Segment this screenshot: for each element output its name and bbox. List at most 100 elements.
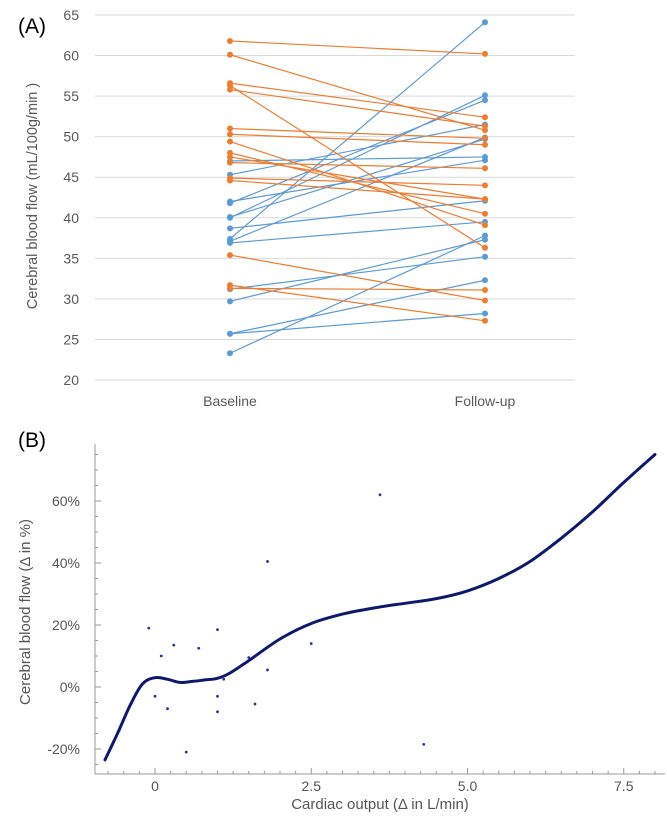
panel-b-fit-curve	[103, 453, 657, 762]
panel-a-followup-point	[482, 97, 488, 104]
panel-b-y-tick-label: 60%	[52, 493, 80, 509]
panel-b-scatter-point	[247, 656, 251, 659]
panel-a-baseline-point	[227, 298, 233, 305]
panel-b-scatter-point	[153, 694, 157, 698]
panel-a-series-line	[229, 256, 486, 290]
panel-a-series-line	[229, 82, 486, 118]
panel-b-x-tick-label: 2.5	[302, 778, 322, 794]
panel-b-scatter-point	[216, 710, 219, 714]
panel-b-x-tick-label: 0	[151, 778, 159, 794]
panel-b-y-axis-title: Cerebral blood flow (Δ in %)	[17, 519, 34, 705]
panel-a-series-line	[229, 162, 486, 169]
panel-b-y-ticks: -20% 0% 20% 40% 60%	[47, 454, 101, 765]
panel-a-y-tick-label: 30	[63, 291, 79, 307]
panel-b-scatter-point	[197, 646, 201, 650]
panel-a-followup-point	[482, 236, 488, 243]
panel-a-baseline-point	[227, 131, 233, 138]
panel-a-series-line	[229, 254, 486, 302]
panel-a-baseline-point	[227, 330, 233, 337]
panel-b-y-tick-label: 0%	[60, 679, 80, 695]
panel-a-series-line	[229, 85, 486, 249]
panel-a-series-line	[229, 200, 486, 229]
panel-a-y-tick-label: 50	[63, 129, 79, 145]
panel-a-y-tick-label: 55	[63, 88, 79, 104]
panel-a-series-line	[229, 54, 486, 131]
panel-b-scatter-point	[184, 750, 188, 754]
panel-a-series-line	[229, 287, 486, 291]
panel-a-followup-point	[482, 92, 488, 99]
panel-a-followup-point	[482, 19, 488, 26]
panel-b-scatter-point	[309, 642, 313, 645]
panel-a-baseline-point	[227, 51, 233, 58]
panel-a-baseline-point	[227, 213, 233, 220]
panel-b-scatter-point	[216, 628, 219, 632]
panel-a-followup-point	[482, 182, 488, 189]
panel-a-followup-point	[482, 210, 488, 217]
panel-a-followup-point	[482, 141, 488, 148]
panel-b-scatter-point	[378, 493, 382, 497]
panel-b-y-tick-label: 40%	[52, 555, 80, 571]
panel-a-followup-point	[482, 317, 488, 324]
panel-a-followup-point	[482, 297, 488, 304]
panel-a-y-tick-label: 60	[63, 48, 79, 64]
panel-a-y-tick-labels: 20 25 30 35 40 45 50 55 60 65	[63, 7, 79, 388]
panel-b-fit-curve-group	[103, 453, 657, 762]
panel-a-baseline-point	[227, 138, 233, 145]
panel-b-x-axis-title: Cardiac output (Δ in L/min)	[291, 796, 469, 813]
panel-a-baseline-point	[227, 198, 233, 205]
panel-a-baseline-point	[227, 350, 233, 357]
panel-a-gridlines	[95, 14, 575, 381]
panel-a-series-line	[229, 177, 486, 186]
panel-a-y-tick-label: 20	[63, 372, 79, 388]
panel-a-followup-point	[482, 310, 488, 317]
panel-a-chart: (A) 20 25 30 35 40 45 50 55 60 65 Baseline Follow-…	[18, 7, 575, 409]
panel-a-series-line	[229, 40, 486, 55]
panel-a-series-lines	[229, 21, 486, 354]
panel-b-y-tick-label: 20%	[52, 617, 80, 633]
panel-a-followup-point	[482, 222, 488, 229]
panel-b-scatter-point	[222, 677, 226, 681]
panel-b-chart: (B) -20% 0% 20% 40% 60% 0 2.5 5.0 7.5 Cerebral …	[17, 429, 665, 813]
panel-a-followup-point	[482, 123, 488, 130]
panel-a-followup-point	[482, 277, 488, 284]
panel-a-y-tick-label: 65	[63, 7, 79, 23]
panel-a-series-line	[229, 156, 486, 162]
panel-a-followup-point	[482, 153, 488, 160]
panel-a-y-tick-label: 25	[63, 331, 79, 347]
panel-a-x-tick-label: Baseline	[203, 393, 257, 409]
panel-a-followup-point	[482, 286, 488, 293]
panel-a-baseline-point	[227, 149, 233, 156]
panel-a-followup-point	[482, 253, 488, 260]
panel-a-baseline-point	[227, 285, 233, 292]
panel-a-series-line	[229, 133, 486, 146]
panel-b-x-tick-label: 7.5	[614, 778, 634, 794]
panel-a-label: (A)	[18, 15, 46, 38]
panel-b-scatter-points	[147, 493, 426, 754]
panel-b-scatter-point	[172, 643, 176, 647]
panel-a-followup-point	[482, 114, 488, 121]
panel-a-series-line	[229, 89, 486, 127]
panel-a-y-tick-label: 40	[63, 210, 79, 226]
panel-a-followup-point	[482, 50, 488, 57]
panel-b-y-tick-label: -20%	[47, 741, 80, 757]
panel-a-series-line	[229, 99, 486, 204]
panel-b-scatter-point	[216, 694, 219, 698]
panel-a-series-line	[229, 179, 486, 200]
panel-a-series-line	[229, 94, 486, 219]
panel-a-series-line	[229, 123, 486, 176]
panel-b-x-tick-label: 5.0	[458, 778, 478, 794]
panel-a-followup-point	[482, 135, 488, 142]
panel-a-followup-point	[482, 165, 488, 172]
panel-a-baseline-point	[227, 252, 233, 259]
panel-a-series-line	[229, 221, 486, 244]
panel-a-baseline-point	[227, 125, 233, 132]
panel-a-series-line	[229, 312, 486, 335]
panel-a-series-line	[229, 21, 486, 240]
panel-a-baseline-point	[227, 177, 233, 184]
panel-a-followup-point	[482, 244, 488, 251]
panel-a-series-line	[229, 284, 486, 322]
panel-b-scatter-point	[147, 626, 151, 630]
panel-b-scatter-point	[266, 560, 269, 563]
panel-a-series-line	[229, 235, 486, 354]
